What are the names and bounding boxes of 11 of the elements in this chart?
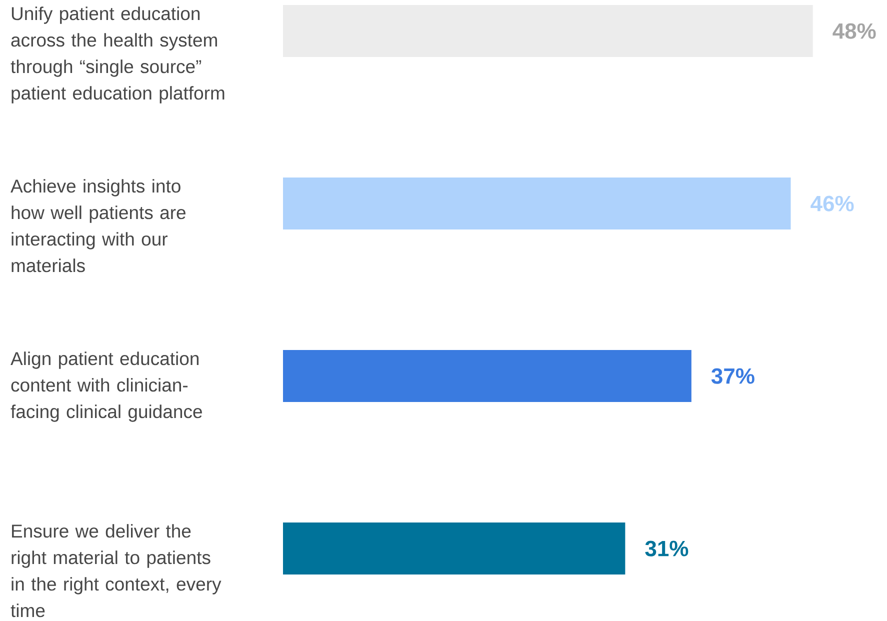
bar: [283, 178, 791, 230]
data-label: 31%: [645, 540, 688, 556]
data-label: 37%: [711, 368, 754, 384]
data-label: 46%: [810, 196, 854, 212]
y-tick-label: Align patient education content with clinician-facing clinical guidance: [10, 352, 202, 422]
bar: [283, 522, 626, 575]
y-tick-label: Ensure we deliver the right material to patients in the right context, every time: [10, 524, 222, 618]
y-tick-label: Achieve insights into how well patients are interacting with our materials: [10, 179, 186, 272]
data-label: 48%: [832, 23, 876, 39]
y-tick-label: Unify patient education across the health system through “single source” patient education platform: [10, 6, 224, 104]
bar: [283, 350, 692, 402]
